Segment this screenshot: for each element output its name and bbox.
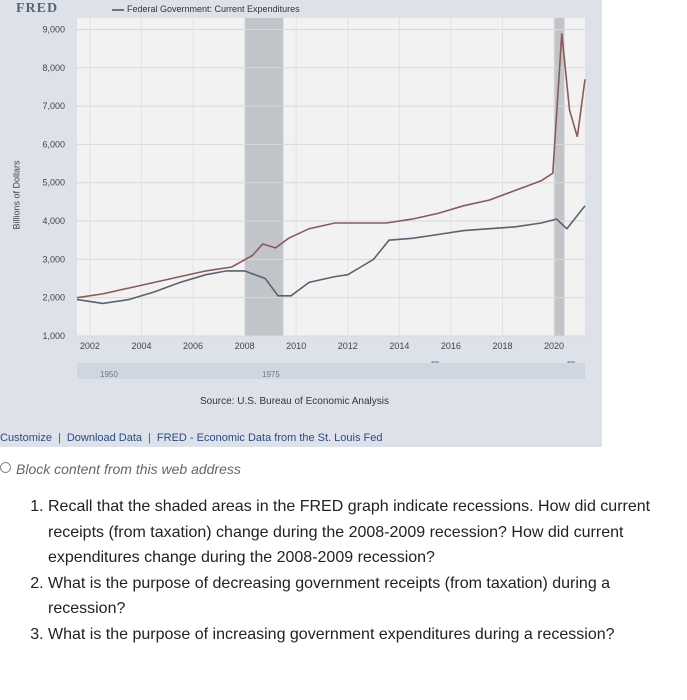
x-tick-label: 2018 xyxy=(492,341,512,351)
x-tick-label: 2020 xyxy=(544,341,564,351)
x-tick-label: 2006 xyxy=(183,341,203,351)
fred-logo: FRED xyxy=(16,1,59,16)
series-line-expenditures xyxy=(76,33,586,299)
chart-legend: Federal Government: Current Expenditures xyxy=(112,4,300,14)
x-tick-label: 2012 xyxy=(338,341,358,351)
series-line-receipts xyxy=(76,205,586,305)
y-tick-label: 5,000 xyxy=(42,178,65,188)
recession-band xyxy=(244,18,284,336)
x-tick-label: 2016 xyxy=(441,341,461,351)
plot-area xyxy=(77,18,585,336)
slider-label-1975: 1975 xyxy=(262,370,280,379)
y-tick-label: 7,000 xyxy=(42,101,65,111)
block-content-notice[interactable]: Block content from this web address xyxy=(0,461,241,477)
recession-band xyxy=(554,18,565,336)
line-chart: 1,000 2,000 3,000 4,000 5,000 6,000 7,000 8,000… xyxy=(42,18,586,379)
legend-label: Federal Government: Current Expenditures xyxy=(127,4,300,14)
link-separator: | xyxy=(148,432,151,444)
legend-swatch-icon xyxy=(112,8,124,11)
fred-graph-panel: FRED Federal Government: Current Expendi… xyxy=(0,0,602,447)
x-tick-label: 2002 xyxy=(80,341,100,351)
slider-label-1950: 1950 xyxy=(100,370,118,379)
download-data-link[interactable]: Download Data xyxy=(66,432,143,444)
question-item: What is the purpose of decreasing govern… xyxy=(48,571,668,622)
x-tick-label: 2004 xyxy=(131,341,151,351)
x-tick-label: 2008 xyxy=(235,341,255,351)
link-separator: | xyxy=(57,432,61,444)
fred-home-link[interactable]: FRED - Economic Data from the St. Louis … xyxy=(156,432,383,444)
graph-links: Customize | Download Data | FRED - Economic … xyxy=(0,432,383,444)
customize-link[interactable]: Customize xyxy=(0,432,52,444)
date-range-slider[interactable] xyxy=(77,363,585,379)
question-item: Recall that the shaded areas in the FRED… xyxy=(48,494,668,571)
question-list: Recall that the shaded areas in the FRED… xyxy=(18,494,668,647)
y-tick-label: 6,000 xyxy=(42,139,65,149)
x-tick-label: 2010 xyxy=(286,341,306,351)
block-content-text: Block content from this web address xyxy=(16,461,241,477)
y-tick-label: 2,000 xyxy=(42,293,65,303)
y-tick-label: 9,000 xyxy=(42,24,65,34)
y-tick-label: 8,000 xyxy=(42,63,65,73)
question-item: What is the purpose of increasing govern… xyxy=(48,622,668,648)
chart-source: Source: U.S. Bureau of Economic Analysis xyxy=(200,396,389,407)
y-tick-label: 4,000 xyxy=(42,216,65,226)
y-tick-label: 1,000 xyxy=(42,331,65,341)
x-tick-label: 2014 xyxy=(389,341,409,351)
y-tick-label: 3,000 xyxy=(42,254,65,264)
block-icon xyxy=(0,462,11,473)
